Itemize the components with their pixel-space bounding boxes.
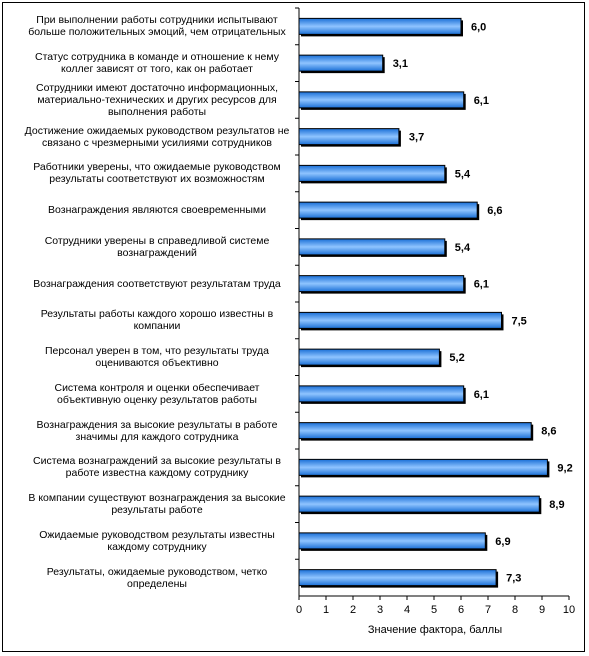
- value-label: 9,2: [557, 462, 572, 474]
- category-label: Персонал уверен в том, что результаты тр…: [45, 345, 269, 370]
- bar: [298, 275, 465, 293]
- category-label: Результаты работы каждого хорошо известн…: [40, 308, 274, 333]
- value-label: 5,4: [455, 168, 471, 180]
- x-tick-label: 0: [296, 604, 302, 616]
- category-label: Статус сотрудника в команде и отношение …: [35, 51, 279, 76]
- bar: [298, 91, 465, 109]
- category-label: Система вознаграждений за высокие резуль…: [33, 455, 281, 480]
- value-label: 6,1: [474, 279, 489, 291]
- bar: [298, 422, 532, 440]
- category-label: Сотрудники уверены в справедливой систем…: [44, 234, 270, 259]
- bar: [298, 54, 384, 72]
- x-tick-label: 1: [323, 604, 329, 616]
- bar: [298, 201, 478, 219]
- bar: [298, 164, 446, 182]
- value-label: 8,9: [549, 499, 564, 511]
- category-label: Достижение ожидаемых руководством резуль…: [24, 124, 290, 149]
- bar: [298, 458, 548, 476]
- bar: [298, 128, 400, 146]
- value-label: 6,1: [474, 95, 489, 107]
- x-tick-label: 9: [539, 604, 545, 616]
- category-label: Результаты, ожидаемые руководством, четк…: [46, 565, 268, 590]
- category-label: Ожидаемые руководством результаты извест…: [39, 528, 275, 553]
- value-label: 7,3: [506, 573, 521, 585]
- x-tick-label: 10: [563, 604, 575, 616]
- value-label: 5,4: [455, 242, 471, 254]
- x-axis-title: Значение фактора, баллы: [367, 624, 503, 636]
- category-label: В компании существуют вознаграждения за …: [28, 492, 286, 517]
- bar: [298, 532, 486, 550]
- bar: [298, 569, 497, 587]
- value-label: 8,6: [541, 426, 556, 438]
- category-label: Вознаграждения соответствуют результатам…: [33, 277, 281, 290]
- value-label: 6,1: [474, 389, 489, 401]
- category-label: Вознаграждения за высокие результаты в р…: [36, 418, 278, 443]
- x-tick-label: 5: [431, 604, 437, 616]
- x-tick-label: 6: [458, 604, 464, 616]
- value-label: 5,2: [449, 352, 464, 364]
- value-label: 6,9: [495, 536, 510, 548]
- bar: [298, 348, 440, 366]
- category-label: При выполнении работы сотрудники испытыв…: [28, 14, 286, 39]
- category-label: Система контроля и оценки обеспечивает о…: [54, 381, 260, 406]
- value-label: 3,1: [393, 58, 408, 70]
- category-label: Работники уверены, что ожидаемые руковод…: [33, 161, 281, 186]
- value-label: 7,5: [512, 315, 527, 327]
- value-label: 6,0: [471, 21, 486, 33]
- bar: [298, 385, 465, 403]
- category-label: Сотрудники имеют достаточно информационн…: [36, 81, 278, 118]
- bar: [298, 311, 502, 329]
- category-label: Вознаграждения являются своевременными: [48, 204, 266, 217]
- x-tick-label: 2: [350, 604, 356, 616]
- x-tick-label: 7: [485, 604, 491, 616]
- x-tick-label: 8: [512, 604, 518, 616]
- bar: [298, 17, 462, 35]
- value-label: 3,7: [409, 132, 424, 144]
- value-label: 6,6: [487, 205, 502, 217]
- bar: [298, 495, 540, 513]
- bar: [298, 238, 446, 256]
- x-tick-label: 4: [404, 604, 410, 616]
- x-tick-label: 3: [377, 604, 383, 616]
